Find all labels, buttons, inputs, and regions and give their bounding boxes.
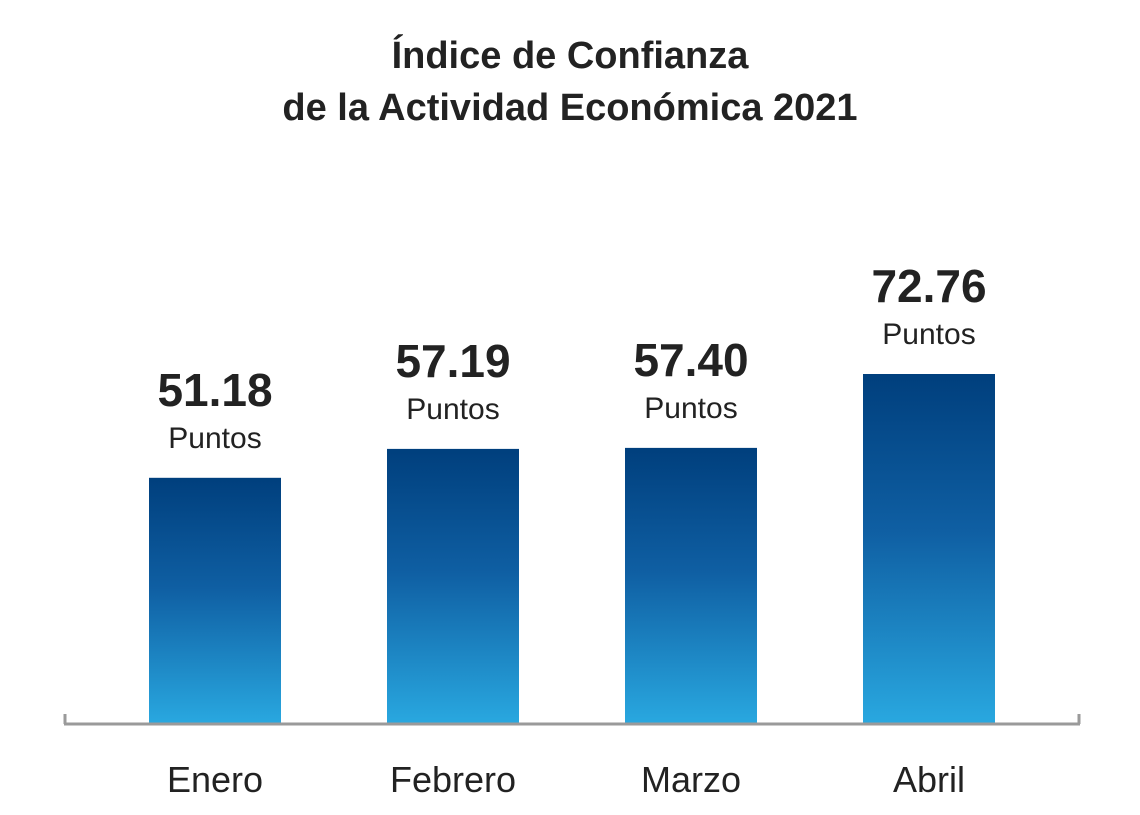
value-label-enero: 51.18: [157, 364, 272, 416]
unit-label-abril: Puntos: [882, 318, 975, 351]
x-tick-label-abril: Abril: [893, 759, 965, 800]
value-label-marzo: 57.40: [633, 334, 748, 386]
bars-layer: [149, 374, 995, 724]
x-tick-label-febrero: Febrero: [390, 759, 516, 800]
labels-layer: 51.18 Puntos Enero 57.19 Puntos Febrero 57.40 P…: [157, 260, 986, 800]
bar-enero: [149, 477, 281, 724]
bar-marzo: [625, 447, 757, 724]
unit-label-enero: Puntos: [168, 422, 261, 455]
unit-label-marzo: Puntos: [644, 392, 737, 425]
chart-title-line-1: Índice de Confianza: [391, 35, 749, 77]
bar-febrero: [387, 448, 519, 724]
x-axis: [63, 714, 1081, 726]
x-tick-label-marzo: Marzo: [641, 759, 741, 800]
value-label-abril: 72.76: [871, 260, 986, 312]
x-tick-label-enero: Enero: [167, 759, 263, 800]
bar-abril: [863, 374, 995, 724]
unit-label-febrero: Puntos: [406, 393, 499, 426]
chart-title: Índice de Confianza de la Actividad Econ…: [0, 30, 1140, 134]
value-label-febrero: 57.19: [395, 335, 510, 387]
chart-title-line-2: de la Actividad Económica 2021: [282, 87, 858, 129]
